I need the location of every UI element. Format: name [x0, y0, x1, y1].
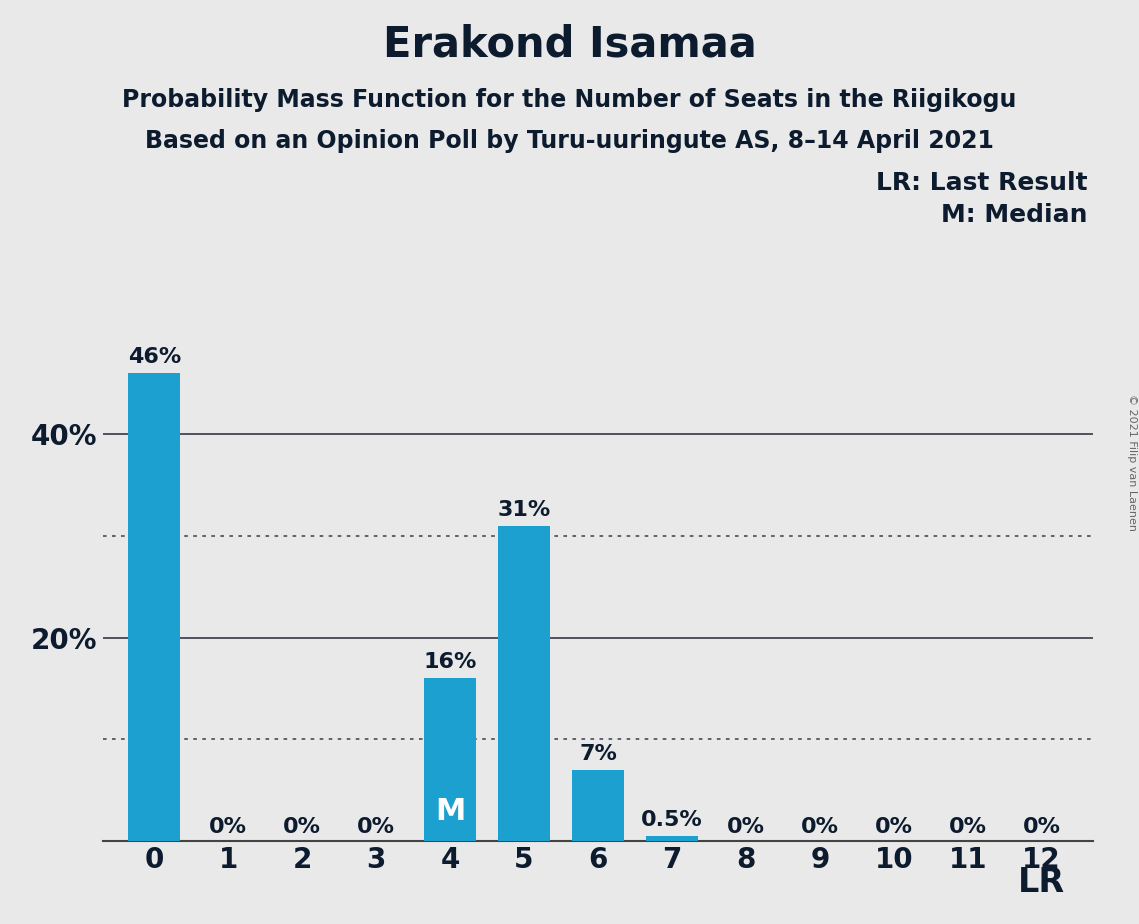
Text: M: M — [435, 796, 465, 826]
Text: © 2021 Filip van Laenen: © 2021 Filip van Laenen — [1126, 394, 1137, 530]
Text: 0.5%: 0.5% — [641, 809, 703, 830]
Bar — [498, 526, 550, 841]
Bar — [646, 835, 698, 841]
Text: 0%: 0% — [801, 817, 838, 837]
Text: 0%: 0% — [875, 817, 912, 837]
Text: LR: LR — [1018, 867, 1065, 899]
Text: 0%: 0% — [210, 817, 247, 837]
Bar — [424, 678, 476, 841]
Text: 0%: 0% — [1023, 817, 1060, 837]
Text: 0%: 0% — [358, 817, 395, 837]
Text: Based on an Opinion Poll by Turu-uuringute AS, 8–14 April 2021: Based on an Opinion Poll by Turu-uuringu… — [145, 129, 994, 153]
Text: 0%: 0% — [727, 817, 765, 837]
Text: 7%: 7% — [579, 744, 617, 763]
Text: 31%: 31% — [498, 500, 550, 519]
Text: 16%: 16% — [424, 652, 477, 672]
Text: LR: Last Result: LR: Last Result — [876, 171, 1088, 195]
Text: Probability Mass Function for the Number of Seats in the Riigikogu: Probability Mass Function for the Number… — [122, 88, 1017, 112]
Text: 46%: 46% — [128, 347, 181, 367]
Bar — [572, 770, 624, 841]
Text: M: Median: M: Median — [941, 203, 1088, 227]
Text: Erakond Isamaa: Erakond Isamaa — [383, 23, 756, 65]
Bar — [129, 373, 180, 841]
Text: 0%: 0% — [284, 817, 321, 837]
Text: 0%: 0% — [949, 817, 986, 837]
